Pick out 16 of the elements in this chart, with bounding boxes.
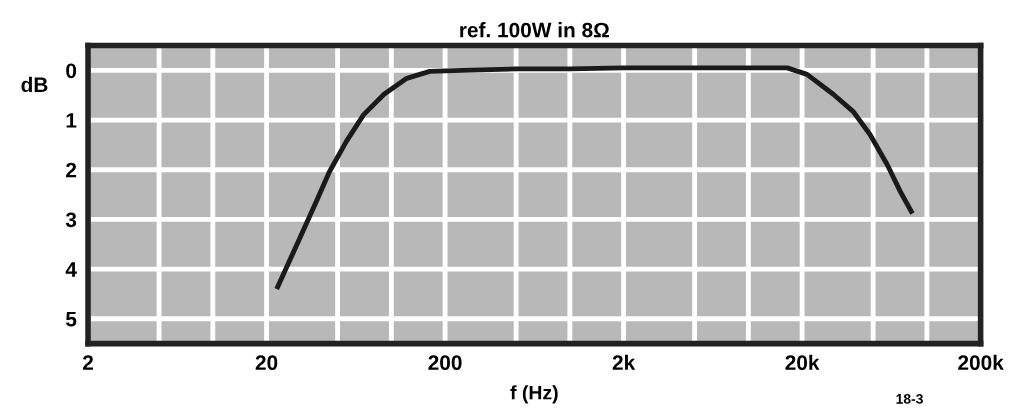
y-tick-label: 5 — [65, 312, 77, 327]
y-tick-label: 2 — [66, 162, 77, 178]
y-tick-label: 0 — [66, 63, 77, 79]
x-tick-label: 20k — [785, 354, 820, 371]
x-axis-title: f (Hz) — [510, 385, 558, 404]
x-tick-label: 2 — [82, 355, 93, 370]
y-tick-label: 3 — [65, 212, 77, 228]
x-tick-label: 200 — [428, 355, 462, 371]
x-tick-label: 20 — [255, 355, 278, 371]
chart-title: ref. 100W in 8Ω — [460, 22, 609, 38]
y-tick-label: 4 — [65, 262, 77, 277]
text: 18-3 — [896, 393, 923, 404]
y-tick-label: 1 — [66, 113, 77, 128]
x-tick-label: 2k — [612, 354, 636, 370]
x-tick-label: 200k — [958, 354, 1004, 371]
y-axis-title: dB — [21, 76, 48, 93]
